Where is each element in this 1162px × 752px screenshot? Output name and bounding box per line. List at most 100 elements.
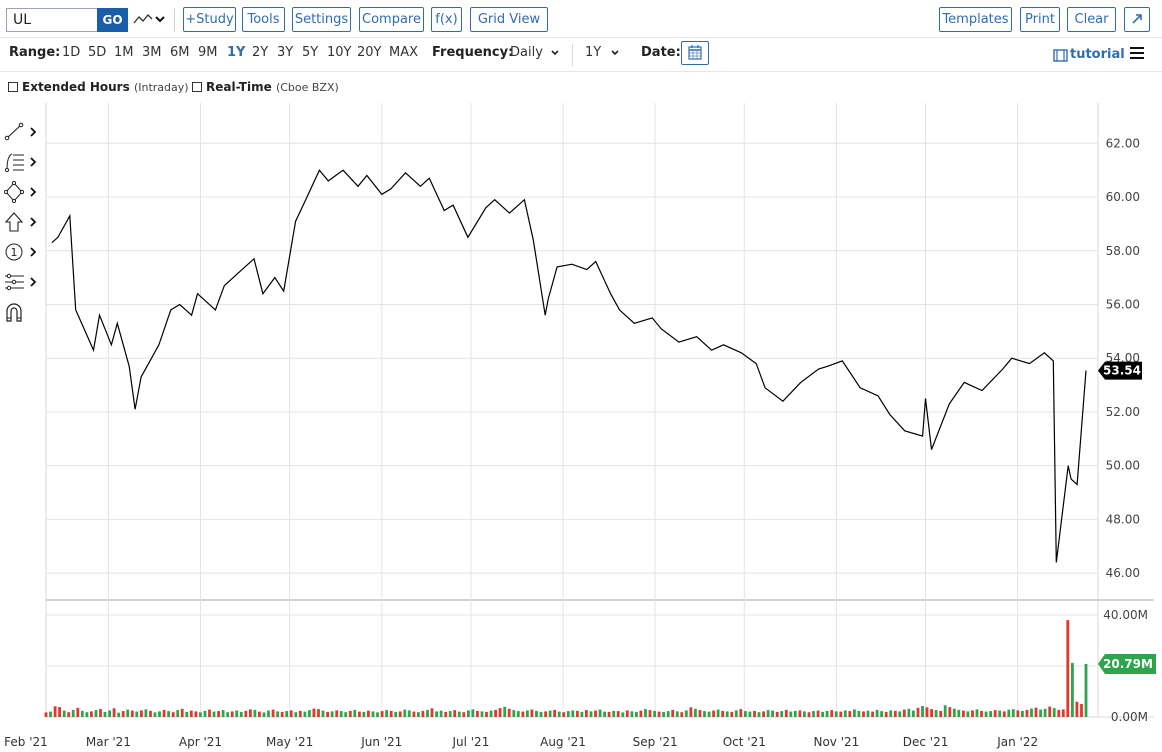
study-button[interactable]: +Study <box>183 7 236 32</box>
volume-bar <box>789 711 793 717</box>
tool-annotation[interactable]: 1 <box>4 240 40 264</box>
extended-hours-sub: (Intraday) <box>133 81 189 94</box>
period-select[interactable]: 1Y <box>585 45 602 60</box>
volume-bar <box>998 710 1002 717</box>
tool-trendline[interactable] <box>4 120 40 144</box>
annotation-number-icon: 1 <box>5 243 37 261</box>
range-max[interactable]: MAX <box>389 45 419 60</box>
volume-bar <box>317 709 320 717</box>
extended-hours-checkbox[interactable] <box>8 82 18 92</box>
annotation-number-text: 1 <box>11 246 18 259</box>
volume-bar <box>71 709 75 717</box>
volume-bar <box>889 710 893 717</box>
volume-bar <box>662 711 665 717</box>
volume-bar <box>185 711 189 717</box>
tool-magnet[interactable] <box>4 300 40 324</box>
volume-bar <box>793 710 797 717</box>
volume-bar <box>784 709 788 717</box>
volume-bar <box>934 710 938 717</box>
clear-button[interactable]: Clear <box>1067 7 1116 32</box>
volume-bar <box>267 710 270 717</box>
volume-bar <box>289 710 293 717</box>
volume-bar <box>548 710 552 717</box>
volume-bar <box>771 710 774 717</box>
calendar-button[interactable] <box>681 41 709 65</box>
volume-bar <box>58 707 61 717</box>
volume-bar <box>140 710 143 717</box>
frequency-select[interactable]: Daily <box>510 45 543 60</box>
range-10y[interactable]: 10Y <box>327 45 352 60</box>
volume-bar <box>589 711 593 717</box>
volume-bar <box>1080 704 1083 717</box>
price-series-line <box>51 169 1087 563</box>
grid-view-button[interactable]: Grid View <box>470 7 548 32</box>
volume-bar <box>1034 707 1038 717</box>
volume-bar <box>212 711 216 717</box>
expand-button[interactable] <box>1124 7 1150 32</box>
tutorial-link[interactable]: tutorial <box>1070 47 1125 62</box>
volume-bar <box>144 709 148 717</box>
volume-bar <box>85 712 89 717</box>
tools-button[interactable]: Tools <box>242 7 285 32</box>
templates-button[interactable]: Templates <box>939 7 1012 32</box>
arrow-up-icon <box>4 212 37 232</box>
range-5y[interactable]: 5Y <box>302 45 319 60</box>
volume-bar <box>362 711 366 717</box>
settings-button[interactable]: Settings <box>292 7 351 32</box>
range-9m[interactable]: 9M <box>198 45 218 60</box>
range-1d[interactable]: 1D <box>62 45 81 60</box>
go-button[interactable]: GO <box>97 8 128 32</box>
extended-hours-option: Extended Hours (Intraday) <box>22 80 189 94</box>
volume-bar <box>753 710 756 717</box>
x-tick-label: Mar '21 <box>86 735 131 749</box>
magnet-icon <box>6 303 22 322</box>
volume-bar <box>535 710 538 717</box>
symbol-input[interactable] <box>6 8 98 32</box>
realtime-checkbox[interactable] <box>192 82 202 92</box>
range-6m[interactable]: 6M <box>170 45 190 60</box>
tool-arrow[interactable] <box>4 210 40 234</box>
volume-bar <box>158 711 161 717</box>
chevron-down-icon[interactable] <box>611 49 619 57</box>
volume-bar <box>380 711 384 717</box>
volume-bar <box>439 710 443 717</box>
tool-fibonacci[interactable] <box>4 150 40 174</box>
film-icon[interactable] <box>1053 49 1068 62</box>
range-2y[interactable]: 2Y <box>252 45 269 60</box>
compare-button[interactable]: Compare <box>359 7 424 32</box>
volume-bar <box>880 711 883 717</box>
volume-bar <box>576 710 579 717</box>
volume-bar <box>498 708 502 717</box>
tool-shapes[interactable] <box>3 180 40 204</box>
volume-bar <box>1075 701 1079 717</box>
last-price-label: 53.54 <box>1103 364 1141 378</box>
volume-bar <box>303 711 307 717</box>
range-5d[interactable]: 5D <box>88 45 107 60</box>
y-tick-label: 60.00 <box>1106 190 1140 204</box>
range-1m[interactable]: 1M <box>114 45 134 60</box>
volume-bar <box>385 710 388 717</box>
volume-bar <box>775 711 779 717</box>
frequency-label: Frequency: <box>432 45 514 60</box>
volume-bar <box>1048 706 1052 717</box>
volume-bar <box>230 711 234 717</box>
line-chart-icon[interactable] <box>133 11 165 29</box>
chevron-down-icon[interactable] <box>551 49 559 57</box>
hamburger-menu-icon[interactable] <box>1130 46 1144 60</box>
volume-bar <box>689 707 693 717</box>
price-chart[interactable]: Feb '21 Mar '21 Apr '21 May '21 Jun '21 Jul '… <box>0 103 1162 752</box>
volume-bar <box>189 710 193 717</box>
range-1y[interactable]: 1Y <box>227 45 246 60</box>
tool-measure[interactable] <box>4 270 40 294</box>
print-button[interactable]: Print <box>1020 7 1060 32</box>
range-20y[interactable]: 20Y <box>357 45 382 60</box>
range-3y[interactable]: 3Y <box>277 45 294 60</box>
range-3m[interactable]: 3M <box>142 45 162 60</box>
function-button[interactable]: f(x) <box>431 7 462 32</box>
volume-bar <box>348 710 352 717</box>
volume-bar <box>471 709 475 717</box>
volume-bar <box>821 711 824 717</box>
toolbar-divider <box>174 8 175 32</box>
volume-bar <box>407 710 411 717</box>
volume-bar <box>167 711 170 717</box>
